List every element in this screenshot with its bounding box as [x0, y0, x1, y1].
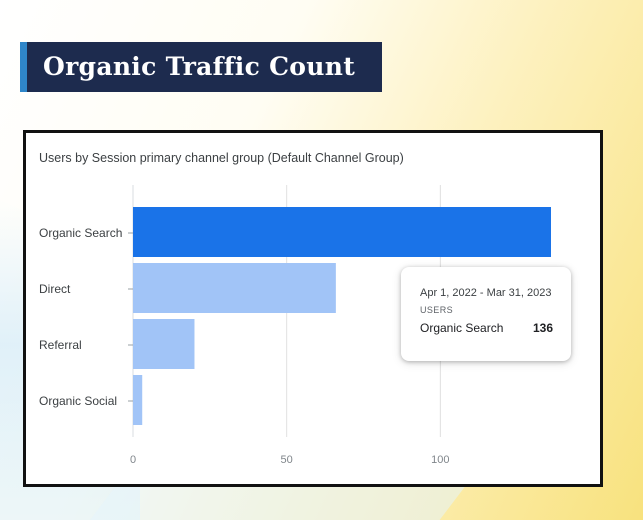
- x-tick-label-50: 50: [281, 454, 293, 466]
- bar-referral: [133, 319, 195, 369]
- bar-organic-social: [133, 375, 143, 425]
- bar-organic-search: [133, 207, 551, 257]
- category-label-organic-social: Organic Social: [39, 394, 117, 408]
- chart-title: Users by Session primary channel group (…: [39, 151, 404, 165]
- category-label-direct: Direct: [39, 282, 71, 296]
- tooltip-row: Organic Search 136: [420, 321, 553, 335]
- tooltip-metric: USERS: [420, 305, 454, 315]
- page-title: Organic Traffic Count: [27, 42, 382, 92]
- category-label-referral: Referral: [39, 338, 82, 352]
- chart-card: Users by Session primary channel group (…: [23, 130, 603, 487]
- bar-direct: [133, 263, 336, 313]
- tooltip-value: 136: [532, 321, 553, 335]
- tooltip-date-range: Apr 1, 2022 - Mar 31, 2023: [420, 287, 552, 299]
- category-label-organic-search: Organic Search: [39, 226, 122, 240]
- bar-chart: Organic Search Direct Referral Organic Soci…: [39, 185, 551, 466]
- chart-tooltip: Apr 1, 2022 - Mar 31, 2023 USERS Organic…: [401, 267, 571, 361]
- title-accent-bar: [20, 42, 28, 92]
- x-tick-label-0: 0: [130, 454, 136, 466]
- x-tick-label-100: 100: [431, 454, 449, 466]
- tooltip-label: Organic Search: [420, 321, 504, 335]
- title-banner: Organic Traffic Count: [20, 42, 382, 92]
